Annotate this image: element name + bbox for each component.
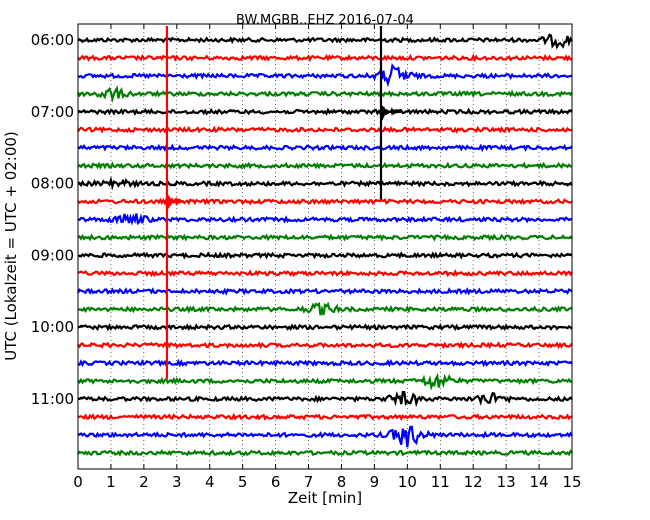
trace-line [77, 125, 573, 134]
x-tick-label: 10 [398, 473, 417, 491]
chart-title: BW.MGBB..EHZ 2016-07-04 [236, 13, 414, 28]
trace-line [77, 425, 573, 448]
trace-line [77, 412, 573, 422]
x-tick-label: 9 [370, 473, 380, 491]
trace-line [77, 213, 573, 226]
x-axis: 0 1 2 3 4 5 6 7 8 9 10 11 12 13 14 15 [73, 24, 582, 491]
trace-line [78, 301, 573, 316]
x-tick-label: 15 [562, 473, 581, 491]
trace-line [77, 391, 573, 408]
seismic-traces [77, 33, 573, 457]
trace-line [77, 233, 573, 242]
trace-line [77, 161, 573, 170]
trace-line [77, 358, 573, 368]
x-tick-label: 6 [271, 473, 281, 491]
trace-line [77, 341, 573, 350]
y-tick-label: 11:00 [31, 390, 74, 408]
x-tick-label: 8 [337, 473, 347, 491]
trace-line [77, 63, 573, 88]
y-tick-label: 09:00 [31, 246, 74, 264]
trace-line [77, 85, 573, 104]
event-coda [380, 103, 402, 121]
plot-frame [77, 23, 573, 470]
x-tick-label: 2 [139, 473, 149, 491]
x-tick-label: 4 [205, 473, 215, 491]
trace-line [77, 107, 573, 117]
trace-line [77, 176, 573, 191]
trace-line [77, 269, 573, 278]
trace-line [77, 143, 573, 153]
trace-line [77, 251, 573, 260]
trace-line [77, 372, 573, 391]
event-coda [165, 192, 184, 211]
y-tick-label: 10:00 [31, 318, 74, 336]
y-tick-label: 06:00 [31, 31, 74, 49]
y-tick-label: 07:00 [31, 103, 74, 121]
y-tick-label: 08:00 [31, 175, 74, 193]
x-tick-label: 11 [431, 473, 450, 491]
x-tick-label: 14 [530, 473, 549, 491]
trace-line [77, 286, 573, 296]
trace-line [77, 197, 573, 206]
trace-line [77, 448, 573, 457]
x-axis-label: Zeit [min] [288, 489, 362, 507]
x-tick-label: 5 [238, 473, 248, 491]
y-axis: 06:00 07:00 08:00 09:00 10:00 11:00 [31, 31, 572, 408]
y-axis-label: UTC (Lokalzeit = UTC + 02:00) [2, 131, 20, 361]
x-tick-label: 1 [106, 473, 116, 491]
trace-line [77, 53, 573, 63]
x-tick-label: 12 [464, 473, 483, 491]
x-tick-label: 7 [304, 473, 314, 491]
trace-line [77, 33, 573, 50]
x-tick-label: 0 [73, 473, 83, 491]
x-tick-label: 3 [172, 473, 182, 491]
event-traces [165, 26, 402, 380]
x-tick-label: 13 [497, 473, 516, 491]
trace-line [77, 323, 573, 332]
